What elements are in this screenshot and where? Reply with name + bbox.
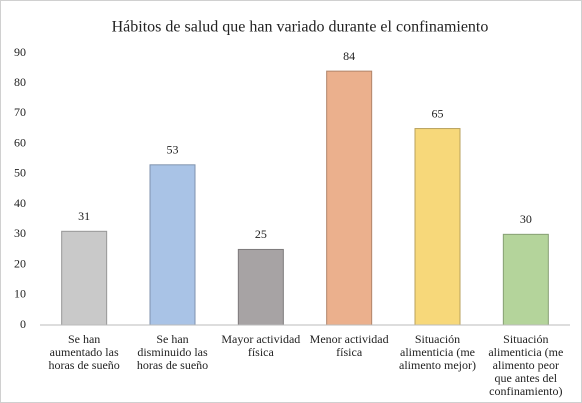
y-tick-label: 30 — [14, 226, 26, 240]
x-tick-label: Se han aumentado las horas de sueño — [48, 332, 120, 372]
data-label: 31 — [78, 209, 90, 223]
x-tick-label: Situación alimenticia (me alimento mejor… — [399, 332, 476, 372]
data-label: 53 — [167, 143, 179, 157]
x-tick-label: Situación alimenticia (me alimento peor … — [488, 332, 564, 398]
data-label: 65 — [432, 106, 444, 120]
bar — [237, 248, 284, 326]
bar — [502, 233, 549, 326]
y-tick-label: 70 — [14, 105, 26, 119]
bar — [326, 70, 373, 326]
bar — [414, 128, 461, 326]
y-tick-label: 80 — [14, 75, 26, 89]
x-tick-label: Menor actividad física — [309, 332, 389, 359]
bar — [149, 164, 196, 326]
y-tick-label: 10 — [14, 287, 26, 301]
y-tick-label: 40 — [14, 196, 26, 210]
x-tick-label: Se han disminuido las horas de sueño — [136, 332, 209, 372]
y-tick-label: 60 — [14, 135, 26, 149]
data-label: 84 — [343, 49, 355, 63]
y-tick-label: 50 — [14, 166, 26, 180]
y-tick-label: 90 — [14, 45, 26, 59]
y-tick-label: 20 — [14, 256, 26, 270]
data-label: 25 — [255, 227, 267, 241]
y-tick-label: 0 — [20, 317, 26, 331]
chart-title: Hábitos de salud que han variado durante… — [112, 19, 489, 36]
data-label: 30 — [520, 212, 532, 226]
x-tick-label: Mayor actividad física — [221, 332, 301, 359]
bar — [61, 230, 108, 326]
